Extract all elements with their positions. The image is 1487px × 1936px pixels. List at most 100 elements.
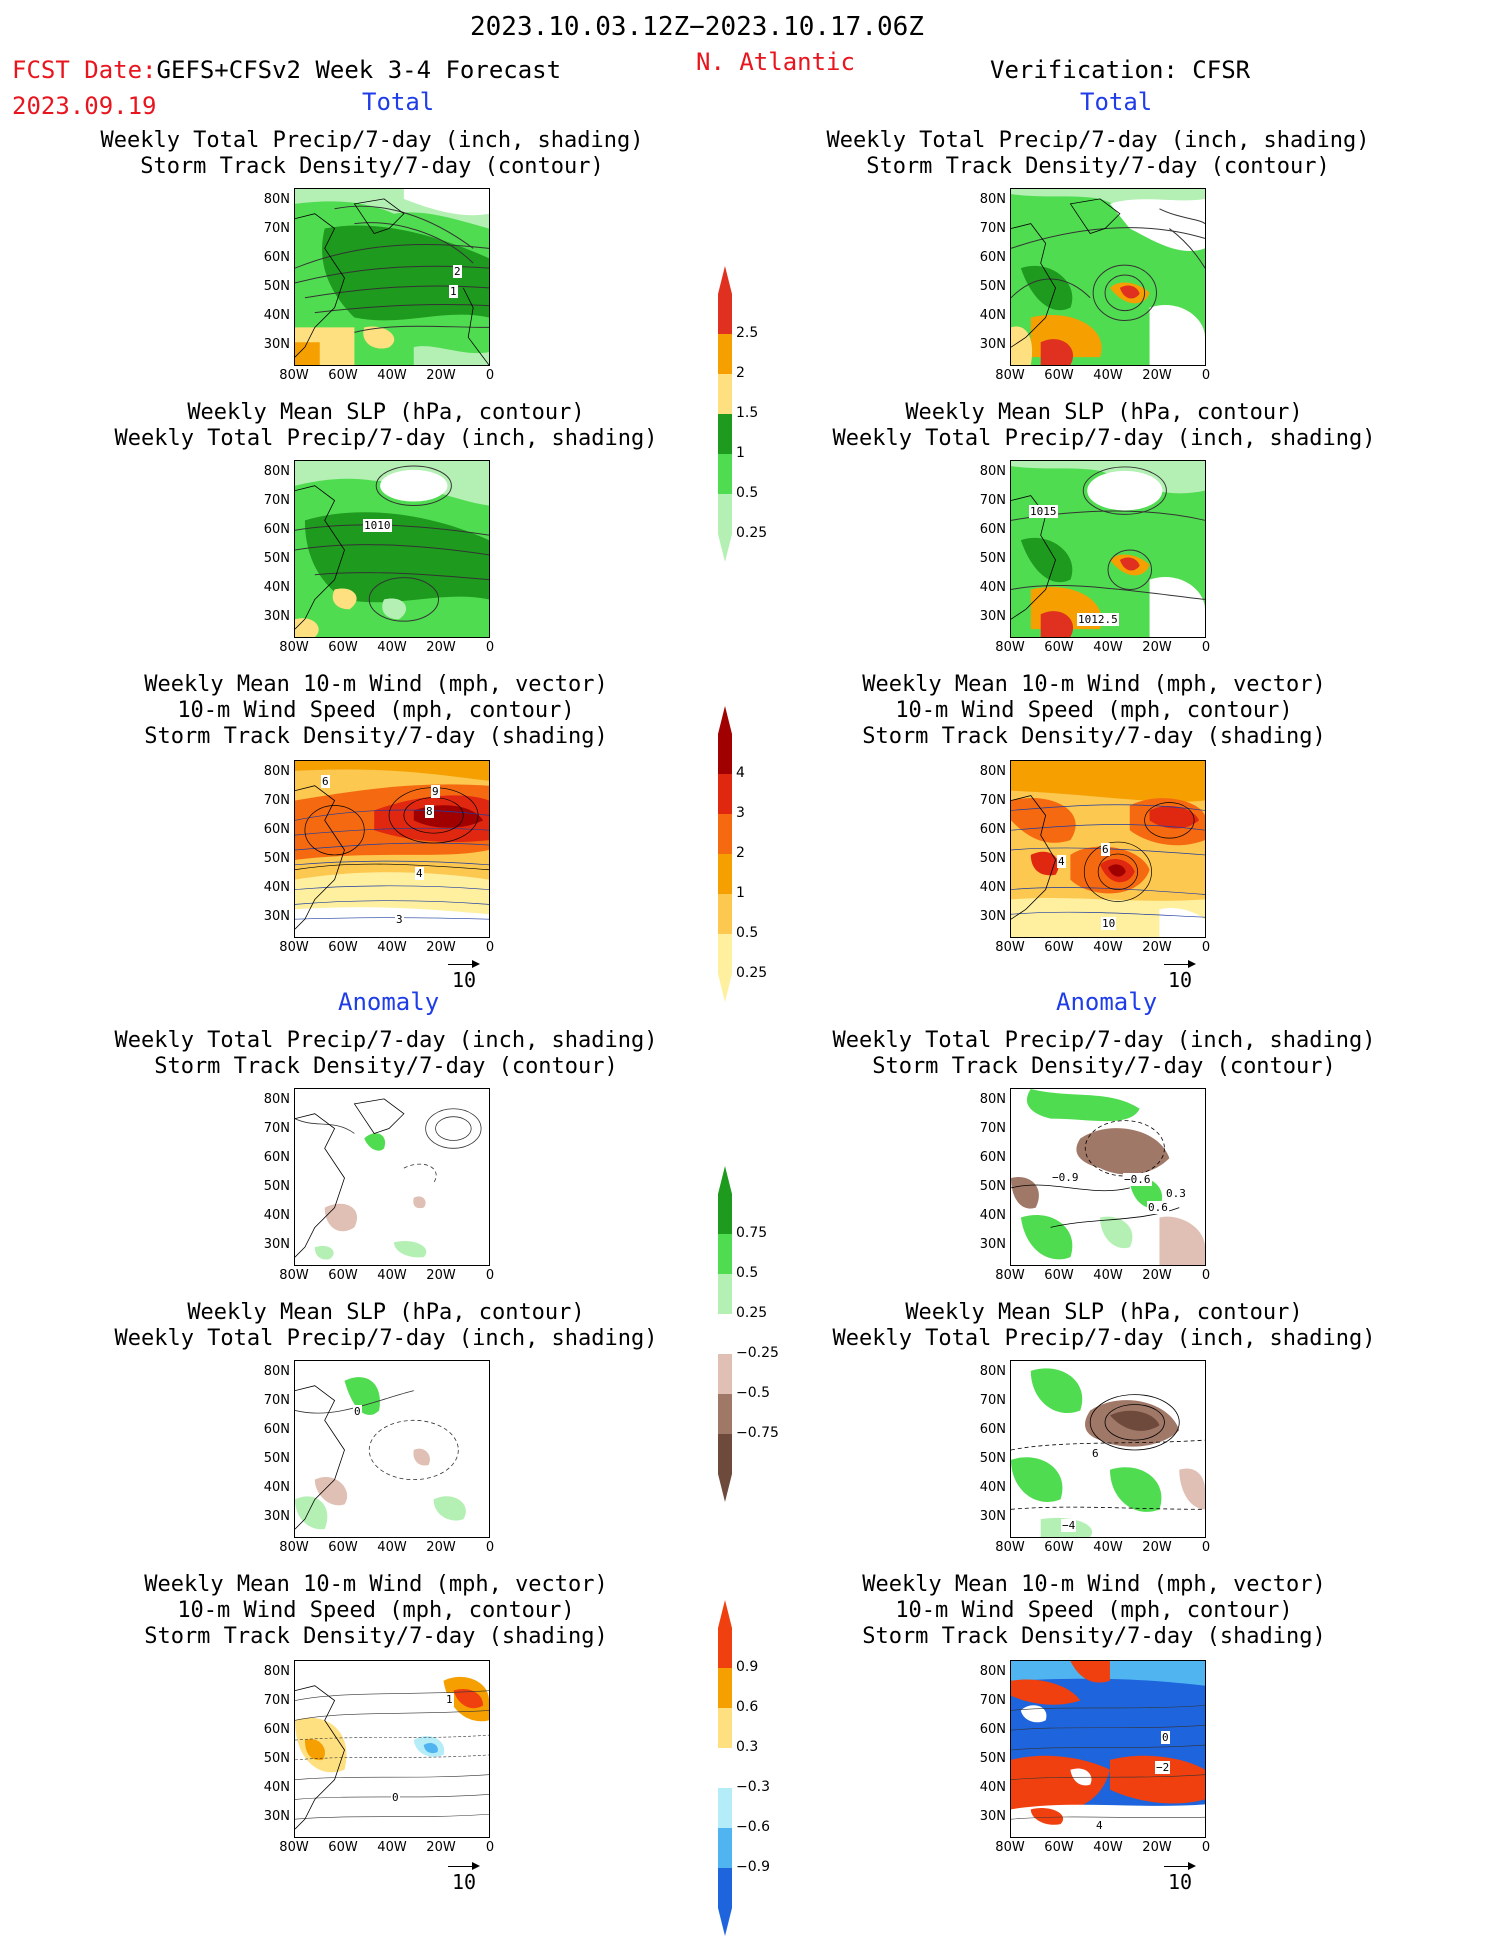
contour-label: 1015: [1029, 505, 1058, 518]
colorbar-segment: [718, 454, 732, 494]
title-fc-total-precip-1: Weekly Total Precip/7-day (inch, shading…: [100, 128, 644, 153]
lon-tick-label: 20W: [426, 640, 456, 655]
lat-tick-label: 30N: [263, 1237, 290, 1252]
colorbar-tick-label: 1.5: [736, 405, 759, 421]
contour-label: 4: [1057, 855, 1066, 868]
map-ver-anom-wind: 0 −2 4: [1010, 1660, 1206, 1838]
lat-tick-label: 70N: [263, 1121, 290, 1136]
lon-tick-label: 40W: [1093, 640, 1123, 655]
colorbar-segment: [718, 734, 732, 774]
colorbar-segment: [718, 334, 732, 374]
lat-tick-label: 40N: [263, 1780, 290, 1795]
title-ver-anom-wind-1: Weekly Mean 10-m Wind (mph, vector): [862, 1572, 1326, 1597]
colorbar-segment: [718, 1434, 732, 1474]
colorbar-bottom-triangle: [718, 1474, 732, 1502]
colorbar-segment: [718, 1828, 732, 1868]
colorbar-top-triangle: [718, 266, 732, 294]
colorbar-tick-label: 2: [736, 845, 745, 861]
lat-tick-label: 60N: [263, 822, 290, 837]
colorbar-top-triangle: [718, 706, 732, 734]
contour-label: 2: [453, 265, 462, 278]
title-ver-total-slp-2: Weekly Total Precip/7-day (inch, shading…: [832, 426, 1376, 451]
lat-tick-label: 30N: [263, 609, 290, 624]
colorbar-segment: [718, 1234, 732, 1274]
lat-tick-label: 70N: [979, 1693, 1006, 1708]
lat-tick-label: 50N: [263, 279, 290, 294]
vector-ref-label: 10: [1168, 1870, 1193, 1894]
lat-tick-label: 30N: [979, 609, 1006, 624]
title-fc-total-precip-2: Storm Track Density/7-day (contour): [140, 154, 604, 179]
verification-label: Verification: CFSR: [990, 56, 1251, 84]
lon-tick-label: 60W: [1044, 1268, 1074, 1283]
lon-tick-label: 0: [485, 940, 495, 955]
title-fc-anom-precip-1: Weekly Total Precip/7-day (inch, shading…: [114, 1028, 658, 1053]
title-ver-anom-precip-1: Weekly Total Precip/7-day (inch, shading…: [832, 1028, 1376, 1053]
vector-ref-arrow: [1164, 960, 1196, 968]
colorbar-segment: [718, 854, 732, 894]
lon-tick-label: 40W: [377, 1840, 407, 1855]
lat-tick-label: 70N: [979, 493, 1006, 508]
lat-tick-label: 40N: [979, 880, 1006, 895]
contour-label: 6: [1101, 843, 1110, 856]
colorbar-segment: [718, 1354, 732, 1394]
colorbar-segment: [718, 774, 732, 814]
lon-tick-label: 60W: [328, 1268, 358, 1283]
map-ver-anom-slp: 6 −4: [1010, 1360, 1206, 1538]
contour-label: 0.3: [1165, 1187, 1187, 1200]
lat-tick-label: 60N: [979, 1722, 1006, 1737]
contour-label: 0: [353, 1405, 362, 1418]
lon-tick-label: 80W: [279, 640, 309, 655]
lat-tick-label: 80N: [979, 1092, 1006, 1107]
fcst-model: GEFS+CFSv2 Week 3-4 Forecast: [156, 56, 562, 84]
forecast-period-title: 2023.10.03.12Z−2023.10.17.06Z: [470, 12, 924, 42]
contour-label: 6: [321, 775, 330, 788]
title-fc-total-wind-3: Storm Track Density/7-day (shading): [144, 724, 608, 749]
colorbar-segment: [718, 1394, 732, 1434]
vector-ref-arrow: [448, 1862, 480, 1870]
lon-tick-label: 40W: [1093, 1540, 1123, 1555]
contour-label: 0: [391, 1791, 400, 1804]
contour-label: −2: [1155, 1761, 1171, 1774]
map-fc-anom-precip: [294, 1088, 490, 1266]
lon-tick-label: 80W: [995, 1540, 1025, 1555]
lat-tick-label: 40N: [979, 1780, 1006, 1795]
lon-tick-label: 20W: [1142, 1540, 1172, 1555]
colorbar-tick-label: 0.25: [736, 965, 768, 981]
lat-tick-label: 70N: [263, 1393, 290, 1408]
colorbar-segment: [718, 294, 732, 334]
title-fc-anom-slp-2: Weekly Total Precip/7-day (inch, shading…: [114, 1326, 658, 1351]
colorbar-tick-label: −0.5: [736, 1385, 770, 1401]
section-total-left: Total: [362, 88, 435, 116]
colorbar-tick-label: −0.9: [736, 1859, 770, 1875]
lat-tick-label: 50N: [979, 851, 1006, 866]
fcst-date-value: 2023.09.19: [12, 92, 157, 120]
colorbar-tick-label: 0.75: [736, 1225, 768, 1241]
title-fc-total-slp-1: Weekly Mean SLP (hPa, contour): [187, 400, 585, 425]
vector-ref-arrow: [1164, 1862, 1196, 1870]
lat-tick-label: 80N: [263, 192, 290, 207]
lon-tick-label: 60W: [1044, 940, 1074, 955]
lon-tick-label: 40W: [1093, 368, 1123, 383]
lat-tick-label: 30N: [979, 337, 1006, 352]
colorbar-storm-anom: [718, 1600, 732, 1936]
colorbar-tick-label: 0.3: [736, 1739, 759, 1755]
contour-label: −0.9: [1051, 1171, 1080, 1184]
colorbar-segment: [718, 1788, 732, 1828]
lon-tick-label: 80W: [995, 368, 1025, 383]
title-ver-total-wind-2: 10-m Wind Speed (mph, contour): [895, 698, 1293, 723]
lat-tick-label: 80N: [979, 192, 1006, 207]
lat-tick-label: 30N: [979, 1809, 1006, 1824]
lon-tick-label: 80W: [279, 1840, 309, 1855]
colorbar-tick-label: 0.5: [736, 925, 759, 941]
map-ver-total-precip: [1010, 188, 1206, 366]
lon-tick-label: 60W: [1044, 640, 1074, 655]
lat-tick-label: 50N: [263, 1179, 290, 1194]
contour-label: 1: [449, 285, 458, 298]
colorbar-tick-label: −0.6: [736, 1819, 770, 1835]
lon-tick-label: 80W: [995, 940, 1025, 955]
lon-tick-label: 0: [1201, 640, 1211, 655]
colorbar-segment: [718, 1668, 732, 1708]
map-fc-total-precip: 2 1: [294, 188, 490, 366]
colorbar-precip-total: [718, 266, 732, 562]
lat-tick-label: 40N: [979, 1480, 1006, 1495]
